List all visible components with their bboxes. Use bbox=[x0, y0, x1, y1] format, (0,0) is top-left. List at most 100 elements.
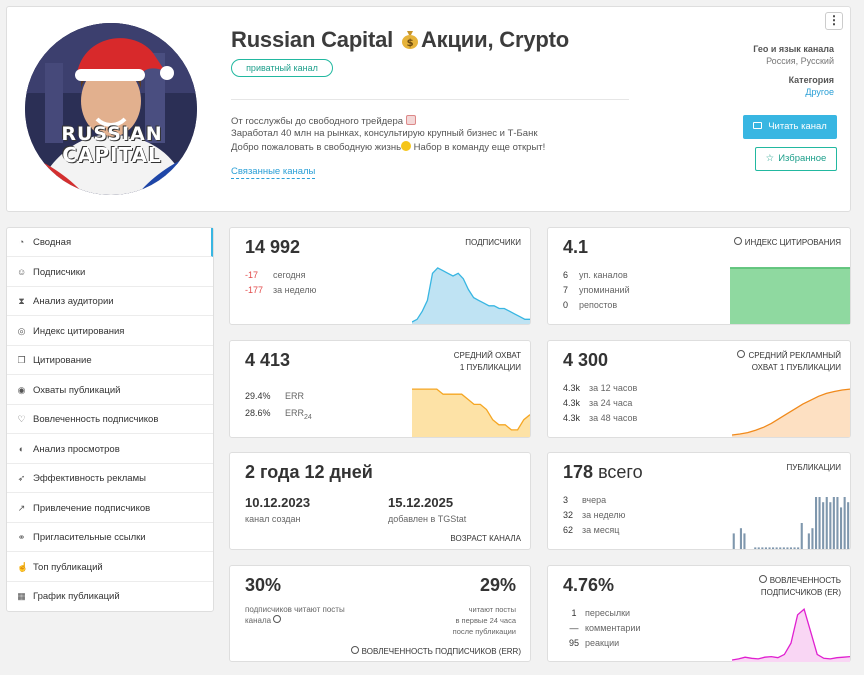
err-label: ERR bbox=[285, 391, 305, 401]
users-icon: ☺ bbox=[17, 266, 27, 277]
er-area bbox=[732, 609, 850, 662]
ad_reach-line bbox=[732, 388, 850, 436]
trend-icon: ↗ bbox=[17, 502, 26, 513]
channel-age-card[interactable]: 2 года 12 дней 10.12.2023 канал создан 1… bbox=[229, 452, 531, 550]
sidebar-item-schedule[interactable]: ▦ График публикаций bbox=[7, 582, 213, 611]
citation-index-card[interactable]: 4.1 ИНДЕКС ЦИТИРОВАНИЯ 6 уп. каналов 7 упо… bbox=[547, 227, 851, 325]
more-menu-button[interactable]: ⋮ bbox=[825, 12, 843, 30]
posts-bar bbox=[815, 497, 818, 549]
subscribers-card[interactable]: 14 992 ПОДПИСЧИКИ -17 сегодня -177 за неде… bbox=[229, 227, 531, 325]
info-icon bbox=[737, 350, 746, 358]
er-caption: ВОВЛЕЧЕННОСТЬ ПОДПИСЧИКОВ (ER) bbox=[758, 575, 841, 599]
sidebar-item-citation-index[interactable]: ◎ Индекс цитирования bbox=[7, 317, 213, 346]
money-bag-icon: $ bbox=[399, 28, 421, 50]
citation-index-caption-text: ИНДЕКС ЦИТИРОВАНИЯ bbox=[744, 238, 841, 247]
sidebar-item-views[interactable]: ◐ Анализ просмотров bbox=[7, 435, 213, 464]
sidebar-item-summary[interactable]: ◔ Сводная bbox=[7, 228, 213, 257]
er-comments-label: комментарии bbox=[585, 623, 641, 633]
subscribers-week-row: -177 за неделю bbox=[245, 285, 316, 295]
divider bbox=[231, 99, 629, 100]
engagement-24h-label-line3: после публикации bbox=[452, 627, 516, 636]
engagement-err-card[interactable]: 30% подписчиков читают посты канала 29% ч… bbox=[229, 565, 531, 662]
read-channel-button[interactable]: Читать канал bbox=[743, 115, 837, 139]
telegram-icon bbox=[753, 122, 763, 129]
svg-text:$: $ bbox=[407, 38, 414, 49]
subscribers-week-label: за неделю bbox=[273, 285, 317, 295]
sidebar-item-subscribers[interactable]: ☺ Подписчики bbox=[7, 258, 213, 287]
posts-bar bbox=[743, 533, 746, 549]
citation-channels-row: 6 уп. каналов bbox=[563, 270, 628, 280]
description-line-3: Добро пожаловать в свободную жизнь Набор… bbox=[231, 141, 545, 153]
posts-month-label: за месяц bbox=[582, 525, 620, 535]
ad-reach-caption-line1: СРЕДНИЙ РЕКЛАМНЫЙ bbox=[748, 351, 841, 360]
posts-yesterday-label: вчера bbox=[582, 495, 607, 505]
citation-mentions-row: 7 упоминаний bbox=[563, 285, 630, 295]
er-value: 4.76% bbox=[563, 575, 615, 595]
citation-sparkline bbox=[730, 267, 850, 324]
added-label: добавлен в TGStat bbox=[388, 514, 467, 524]
posts-bar bbox=[811, 528, 814, 549]
description-text: От госслужбы до свободного трейдера bbox=[231, 116, 404, 127]
sidebar-item-invite-links[interactable]: ⚭ Пригласительные ссылки bbox=[7, 523, 213, 552]
engagement-24h-label: читают посты в первые 24 часа после публик… bbox=[453, 604, 516, 637]
sidebar-item-label: Охваты публикаций bbox=[33, 384, 121, 396]
description-text: Набор в команду еще открыт! bbox=[413, 142, 546, 153]
sidebar-item-reach[interactable]: ◉ Охваты публикаций bbox=[7, 376, 213, 405]
reach-value: 4 413 bbox=[245, 350, 291, 370]
rocket-icon: ➶ bbox=[17, 473, 26, 483]
channel-title-text: Russian Capital bbox=[231, 27, 394, 52]
ad-reach-24h-label: за 24 часа bbox=[589, 398, 633, 408]
ad-reach-card[interactable]: 4 300 СРЕДНИЙ РЕКЛАМНЫЙ ОХВАТ 1 ПУБЛИКАЦИ… bbox=[547, 340, 851, 438]
posts-total: 178 всего bbox=[563, 462, 643, 483]
description-line-1: От госслужбы до свободного трейдера bbox=[231, 115, 416, 127]
related-channels-link[interactable]: Связанные каналы bbox=[231, 166, 316, 179]
posts-bar bbox=[822, 502, 825, 549]
channel-title: Russian Capital $ Акции, Crypto bbox=[231, 27, 569, 53]
favorite-label: Избранное bbox=[778, 153, 827, 164]
posts-bar bbox=[764, 547, 767, 549]
er-reactions-value: 95 bbox=[568, 638, 579, 648]
citation-reposts-value: 0 bbox=[563, 300, 569, 310]
sidebar-item-audience[interactable]: ⧗ Анализ аудитории bbox=[7, 287, 213, 316]
added-date: 15.12.2025 bbox=[388, 495, 454, 510]
subscribers-today-row: -17 сегодня bbox=[245, 270, 306, 280]
posts-yesterday-row: 3 вчера bbox=[563, 495, 606, 505]
engagement-24h-label-line2: в первые 24 часа bbox=[455, 616, 516, 625]
sidebar-item-ad-efficiency[interactable]: ➶ Эффективность рекламы bbox=[7, 464, 213, 493]
geo-value: Россия, Русский bbox=[766, 56, 834, 66]
citation-mentions-label: упоминаний bbox=[579, 285, 630, 295]
subscribers-caption: ПОДПИСЧИКИ bbox=[465, 238, 521, 247]
er-line bbox=[732, 608, 850, 661]
posts-card[interactable]: 178 всего ПУБЛИКАЦИИ 3 вчера 32 за неделю … bbox=[547, 452, 851, 550]
category-link[interactable]: Другое bbox=[805, 87, 834, 97]
favorite-button[interactable]: ☆ Избранное bbox=[755, 147, 837, 171]
channel-avatar: RUSSIAN CAPITAL bbox=[25, 23, 197, 195]
posts-bar bbox=[800, 523, 803, 549]
description-line-2: Заработал 40 млн на рынках, консультирую… bbox=[231, 128, 538, 139]
sidebar-item-citations[interactable]: ❐ Цитирование bbox=[7, 346, 213, 375]
sidebar-item-label: Подписчики bbox=[33, 266, 86, 278]
posts-bar bbox=[836, 497, 839, 549]
posts-bar bbox=[775, 547, 778, 549]
reach-caption-line1: СРЕДНИЙ ОХВАТ bbox=[453, 351, 521, 360]
reach-card[interactable]: 4 413 СРЕДНИЙ ОХВАТ 1 ПУБЛИКАЦИИ 29.4% ERR… bbox=[229, 340, 531, 438]
calendar-icon: ▦ bbox=[17, 591, 26, 601]
citation-reposts-label: репостов bbox=[579, 300, 618, 310]
sidebar-item-label: Пригласительные ссылки bbox=[33, 532, 146, 543]
engagement-read-share: 30% bbox=[245, 575, 282, 595]
posts-bar bbox=[847, 502, 850, 549]
sidebar-item-label: Эффективность рекламы bbox=[33, 473, 146, 484]
posts-bar bbox=[825, 497, 828, 549]
sidebar-item-acquisition[interactable]: ↗ Привлечение подписчиков bbox=[7, 494, 213, 523]
er-reactions-row: 95 реакции bbox=[563, 638, 619, 648]
engagement-24h-label-line1: читают посты bbox=[468, 605, 516, 614]
engagement-read-label-line2: канала bbox=[245, 616, 272, 625]
created-label: канал создан bbox=[245, 514, 301, 524]
sidebar-item-top-posts[interactable]: ☝ Топ публикаций bbox=[7, 553, 213, 582]
er-caption-line2: ПОДПИСЧИКОВ (ER) bbox=[760, 588, 841, 597]
sidebar-item-engagement[interactable]: ♡ Вовлеченность подписчиков bbox=[7, 405, 213, 434]
posts-bar bbox=[768, 547, 771, 549]
posts-bar bbox=[793, 547, 796, 549]
engagement-er-card[interactable]: 4.76% ВОВЛЕЧЕННОСТЬ ПОДПИСЧИКОВ (ER) 1 пер… bbox=[547, 565, 851, 662]
sidebar-item-label: Вовлеченность подписчиков bbox=[33, 414, 159, 425]
